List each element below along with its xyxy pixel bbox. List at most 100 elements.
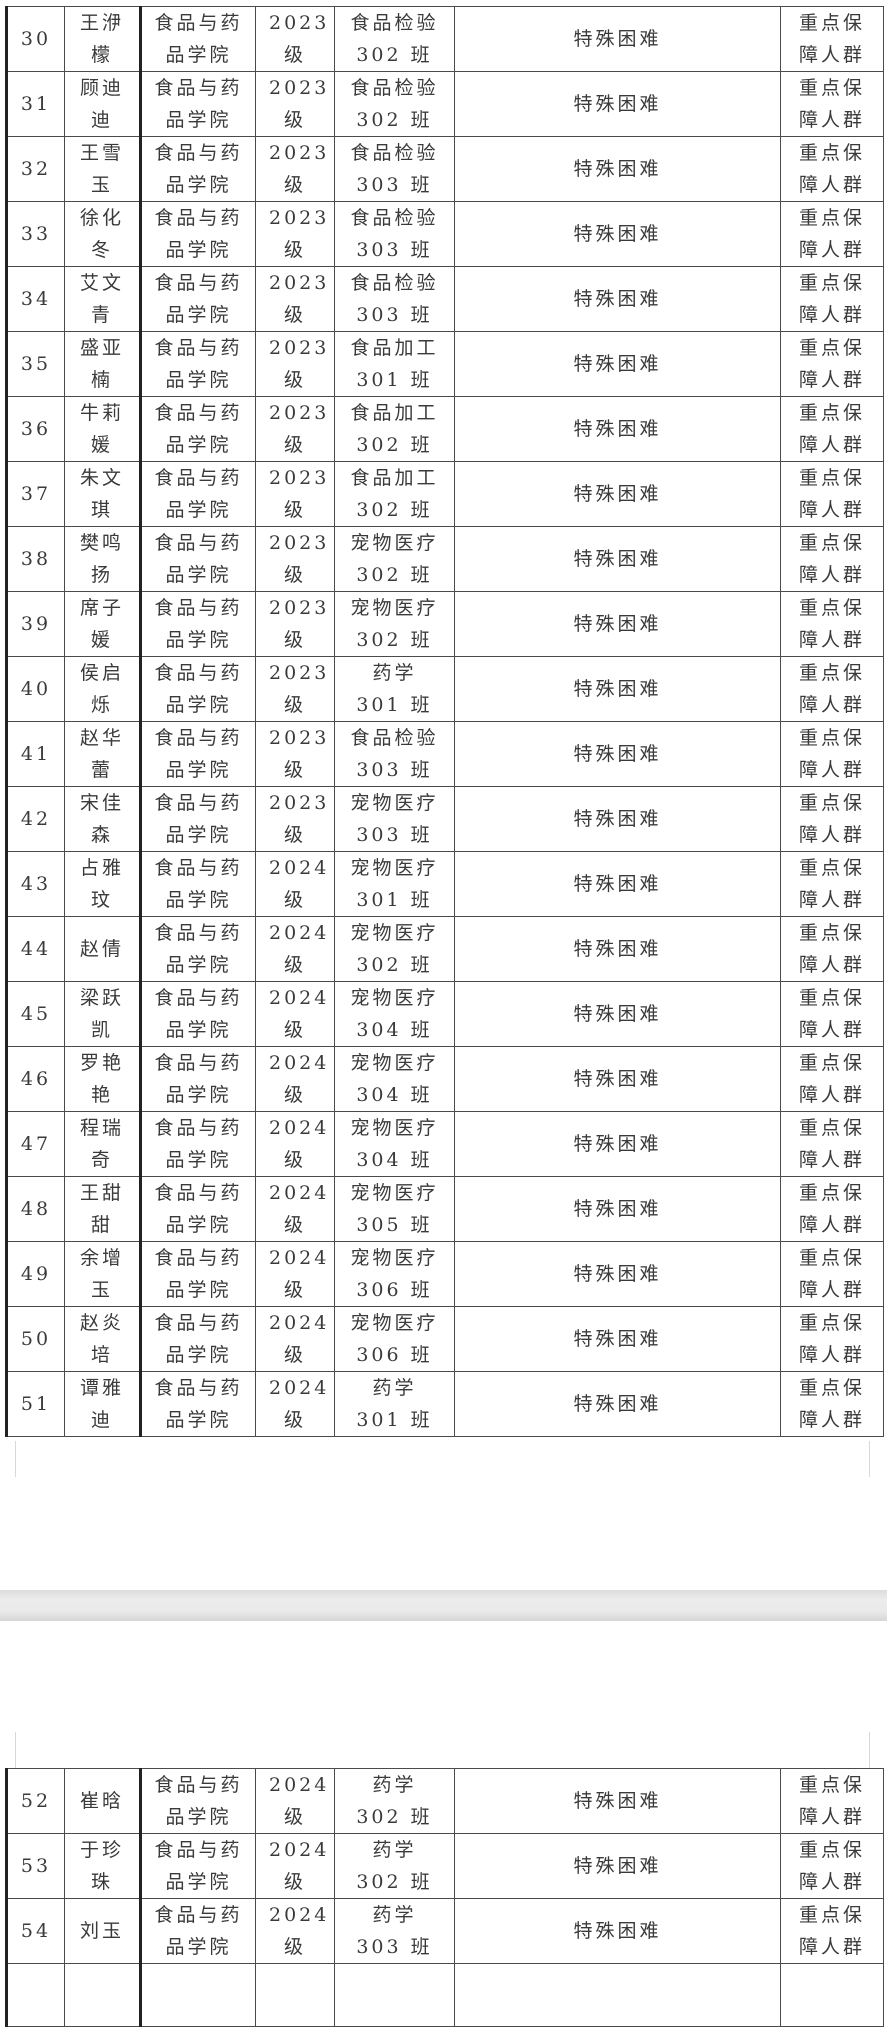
grade-text: 2023级 [269,792,330,846]
grade-text: 2024级 [269,1312,330,1366]
cell-college [140,1963,256,2027]
cell-index: 42 [5,786,65,852]
grade-text: 2024级 [269,987,330,1041]
index-text: 42 [20,808,52,830]
group-text: 重点保障人群 [799,792,866,846]
college-text: 食品与药品学院 [154,987,243,1041]
college-text: 食品与药品学院 [154,1117,243,1171]
cell-index: 32 [5,136,65,202]
cell-name: 于珍珠 [64,1833,142,1899]
group-text: 重点保障人群 [799,727,866,781]
table-row: 38 樊鸣扬 食品与药品学院 2023级 宠物医疗302 班 特殊困难 重点保障人群 [5,526,884,592]
table-row: 47 程瑞奇 食品与药品学院 2024级 宠物医疗304 班 特殊困难 重点保障人群 [5,1111,884,1177]
college-text: 食品与药品学院 [154,337,243,391]
cell-college: 食品与药品学院 [140,526,256,592]
cell-difficulty: 特殊困难 [454,136,781,202]
cell-grade: 2024级 [255,1176,335,1242]
cell-college: 食品与药品学院 [140,266,256,332]
group-text: 重点保障人群 [799,1839,866,1893]
cell-name: 余增玉 [64,1241,142,1307]
cell-class: 宠物医疗302 班 [334,526,455,592]
class-text: 宠物医疗302 班 [350,532,439,586]
cell-college: 食品与药品学院 [140,721,256,787]
difficulty-text: 特殊困难 [573,1133,662,1155]
cell-group: 重点保障人群 [780,71,884,137]
name-text: 占雅玟 [79,857,124,911]
cell-class: 宠物医疗306 班 [334,1241,455,1307]
page-corner-mark [15,1732,16,1768]
cell-class: 食品检验302 班 [334,71,455,137]
college-text: 食品与药品学院 [154,1182,243,1236]
table-row: 44 赵倩 食品与药品学院 2024级 宠物医疗302 班 特殊困难 重点保障人群 [5,916,884,982]
name-text: 宋佳森 [79,792,124,846]
cell-group: 重点保障人群 [780,851,884,917]
group-text: 重点保障人群 [799,272,866,326]
cell-group: 重点保障人群 [780,396,884,462]
index-text: 45 [20,1003,52,1025]
name-text: 樊鸣扬 [79,532,124,586]
cell-difficulty: 特殊困难 [454,851,781,917]
cell-class: 宠物医疗302 班 [334,916,455,982]
cell-group: 重点保障人群 [780,1176,884,1242]
grade-text: 2024级 [269,1904,330,1958]
cell-name: 罗艳艳 [64,1046,142,1112]
table-row: 39 席子媛 食品与药品学院 2023级 宠物医疗302 班 特殊困难 重点保障人群 [5,591,884,657]
cell-class: 宠物医疗305 班 [334,1176,455,1242]
cell-name: 席子媛 [64,591,142,657]
cell-class: 药学 302 班 [334,1768,455,1834]
college-text: 食品与药品学院 [154,597,243,651]
cell-group: 重点保障人群 [780,1046,884,1112]
cell-college: 食品与药品学院 [140,201,256,267]
cell-class: 宠物医疗304 班 [334,1046,455,1112]
table-row: 37 朱文琪 食品与药品学院 2023级 食品加工302 班 特殊困难 重点保障人群 [5,461,884,527]
cell-class: 食品加工302 班 [334,461,455,527]
cell-difficulty: 特殊困难 [454,526,781,592]
cell-name: 侯启烁 [64,656,142,722]
group-text: 重点保障人群 [799,857,866,911]
index-text: 48 [20,1198,52,1220]
table-row: 50 赵炎培 食品与药品学院 2024级 宠物医疗306 班 特殊困难 重点保障人群 [5,1306,884,1372]
class-text: 食品检验303 班 [350,142,439,196]
grade-text: 2023级 [269,337,330,391]
group-text: 重点保障人群 [799,337,866,391]
difficulty-text: 特殊困难 [573,1920,662,1942]
cell-group: 重点保障人群 [780,1371,884,1437]
cell-name: 王甜甜 [64,1176,142,1242]
difficulty-text: 特殊困难 [573,743,662,765]
table-row: 33 徐化冬 食品与药品学院 2023级 食品检验303 班 特殊困难 重点保障人群 [5,201,884,267]
college-text: 食品与药品学院 [154,727,243,781]
cell-difficulty: 特殊困难 [454,591,781,657]
index-text: 34 [20,288,52,310]
cell-grade: 2023级 [255,136,335,202]
table-row: 35 盛亚楠 食品与药品学院 2023级 食品加工301 班 特殊困难 重点保障人群 [5,331,884,397]
class-text: 宠物医疗305 班 [350,1182,439,1236]
cell-grade: 2024级 [255,1306,335,1372]
cell-group: 重点保障人群 [780,656,884,722]
cell-class: 食品加工302 班 [334,396,455,462]
cell-college: 食品与药品学院 [140,331,256,397]
cell-college: 食品与药品学院 [140,1833,256,1899]
grade-text: 2023级 [269,12,330,66]
cell-index: 35 [5,331,65,397]
name-text: 侯启烁 [79,662,124,716]
table-row: 30 王洢檬 食品与药品学院 2023级 食品检验302 班 特殊困难 重点保障人群 [5,6,884,72]
group-text: 重点保障人群 [799,987,866,1041]
cell-grade: 2024级 [255,1833,335,1899]
college-text: 食品与药品学院 [154,532,243,586]
cell-name: 赵炎培 [64,1306,142,1372]
name-text: 梁跃凯 [79,987,124,1041]
college-text: 食品与药品学院 [154,792,243,846]
grade-text: 2023级 [269,402,330,456]
table-row: 32 王雪玉 食品与药品学院 2023级 食品检验303 班 特殊困难 重点保障人群 [5,136,884,202]
index-text: 37 [20,483,52,505]
index-text: 47 [20,1133,52,1155]
cell-grade: 2023级 [255,526,335,592]
cell-grade: 2024级 [255,1046,335,1112]
cell-difficulty: 特殊困难 [454,1898,781,1964]
group-text: 重点保障人群 [799,1052,866,1106]
college-text: 食品与药品学院 [154,1774,243,1828]
index-text: 46 [20,1068,52,1090]
difficulty-text: 特殊困难 [573,483,662,505]
cell-index [5,1963,65,2027]
cell-class: 食品检验303 班 [334,721,455,787]
